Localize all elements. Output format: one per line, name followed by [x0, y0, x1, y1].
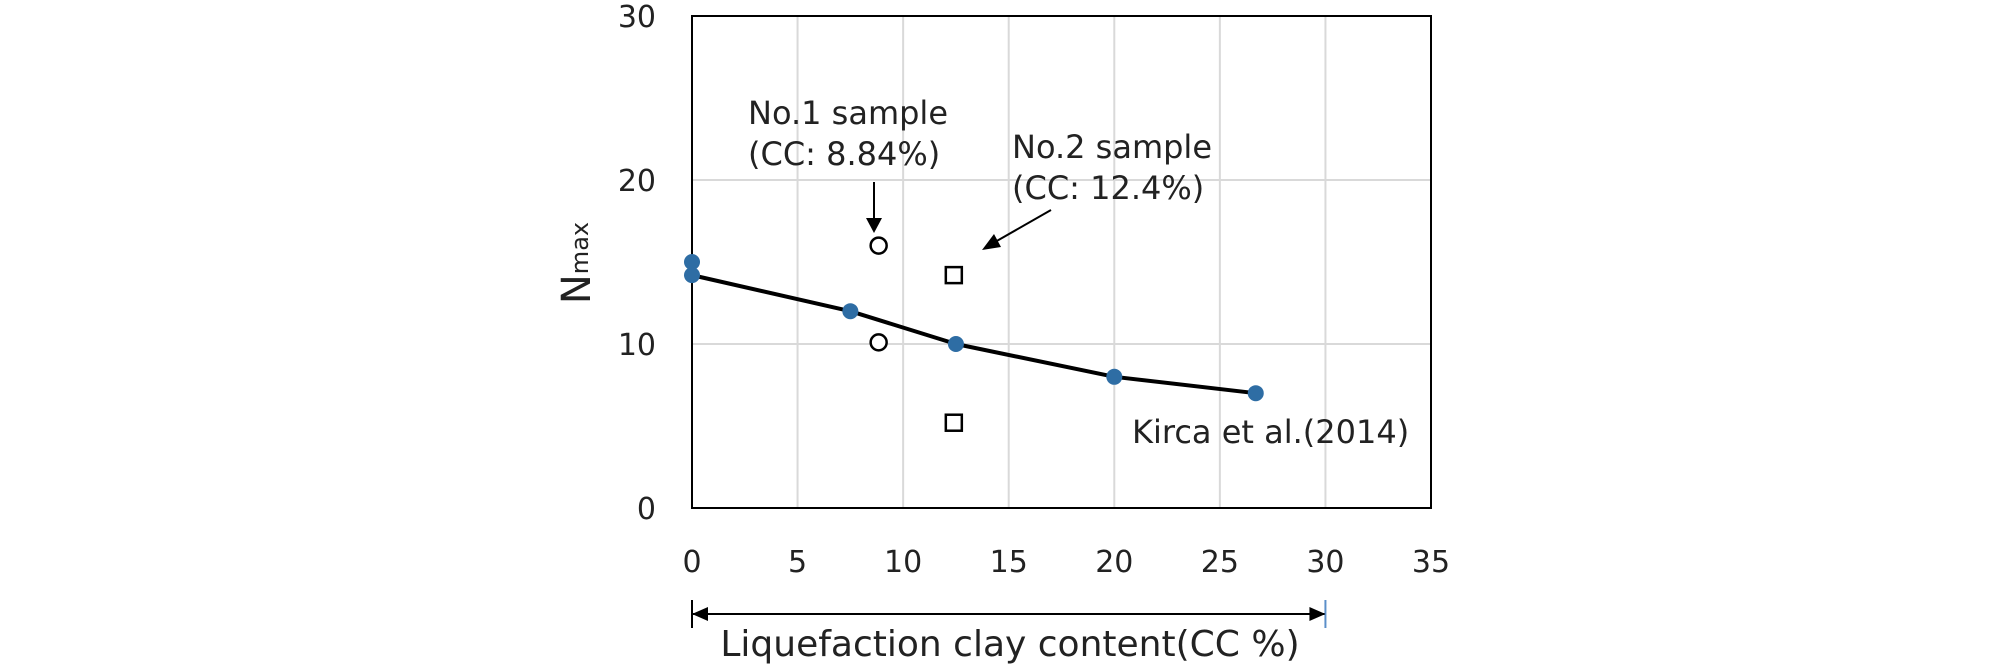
y-axis-ticks: 0 10 20 30 [618, 0, 656, 527]
annotation-no1-line2: (CC: 8.84%) [748, 135, 940, 173]
arrow-no1-head [866, 218, 882, 233]
kirca-et-al-2014-point [947, 336, 964, 352]
arrow-no2-head [982, 234, 1001, 250]
kirca-et-al-2014-point [1106, 368, 1123, 385]
no-2-sample-point [944, 413, 964, 432]
x-axis-ticks: 0 5 10 15 20 25 30 35 [682, 545, 1450, 580]
kirca-et-al-2014-point [684, 267, 700, 284]
x-tick-label: 15 [990, 545, 1028, 580]
annotation-kirca: Kirca et al.(2014) [1132, 413, 1409, 451]
kirca-et-al-2014-point [684, 254, 700, 270]
no-2-sample-point [944, 265, 964, 285]
annotation-no2-line1: No.2 sample [1012, 128, 1212, 166]
y-axis-label-main: N [554, 274, 600, 304]
annotation-no2-line2: (CC: 12.4%) [1012, 169, 1204, 207]
no-1-sample-point [869, 333, 888, 352]
x-tick-label: 30 [1306, 545, 1344, 580]
kirca-trend-line [691, 273, 1256, 396]
x-tick-label: 20 [1095, 545, 1133, 580]
cc-range-arrow [691, 600, 1327, 628]
grid-lines [692, 16, 1431, 508]
y-tick-label: 20 [618, 164, 656, 199]
x-tick-label: 5 [788, 545, 807, 580]
x-tick-label: 0 [682, 545, 701, 580]
kirca-et-al-2014-point [1247, 385, 1264, 402]
y-tick-label: 30 [618, 0, 656, 35]
data-points [684, 236, 1264, 432]
annotation-no1-line1: No.1 sample [748, 94, 948, 132]
kirca-et-al-2014-point [842, 303, 859, 320]
x-tick-label: 35 [1412, 545, 1450, 580]
y-tick-label: 0 [637, 492, 656, 527]
y-tick-label: 10 [618, 328, 656, 363]
y-axis-label: Nmax [554, 222, 600, 304]
x-axis-label: Liquefaction clay content(CC %) [720, 624, 1299, 665]
x-tick-label: 10 [884, 545, 922, 580]
arrow-no2 [994, 209, 1052, 243]
y-axis-label-subscript: max [566, 222, 594, 274]
x-tick-label: 25 [1201, 545, 1239, 580]
no-1-sample-point [869, 236, 888, 255]
